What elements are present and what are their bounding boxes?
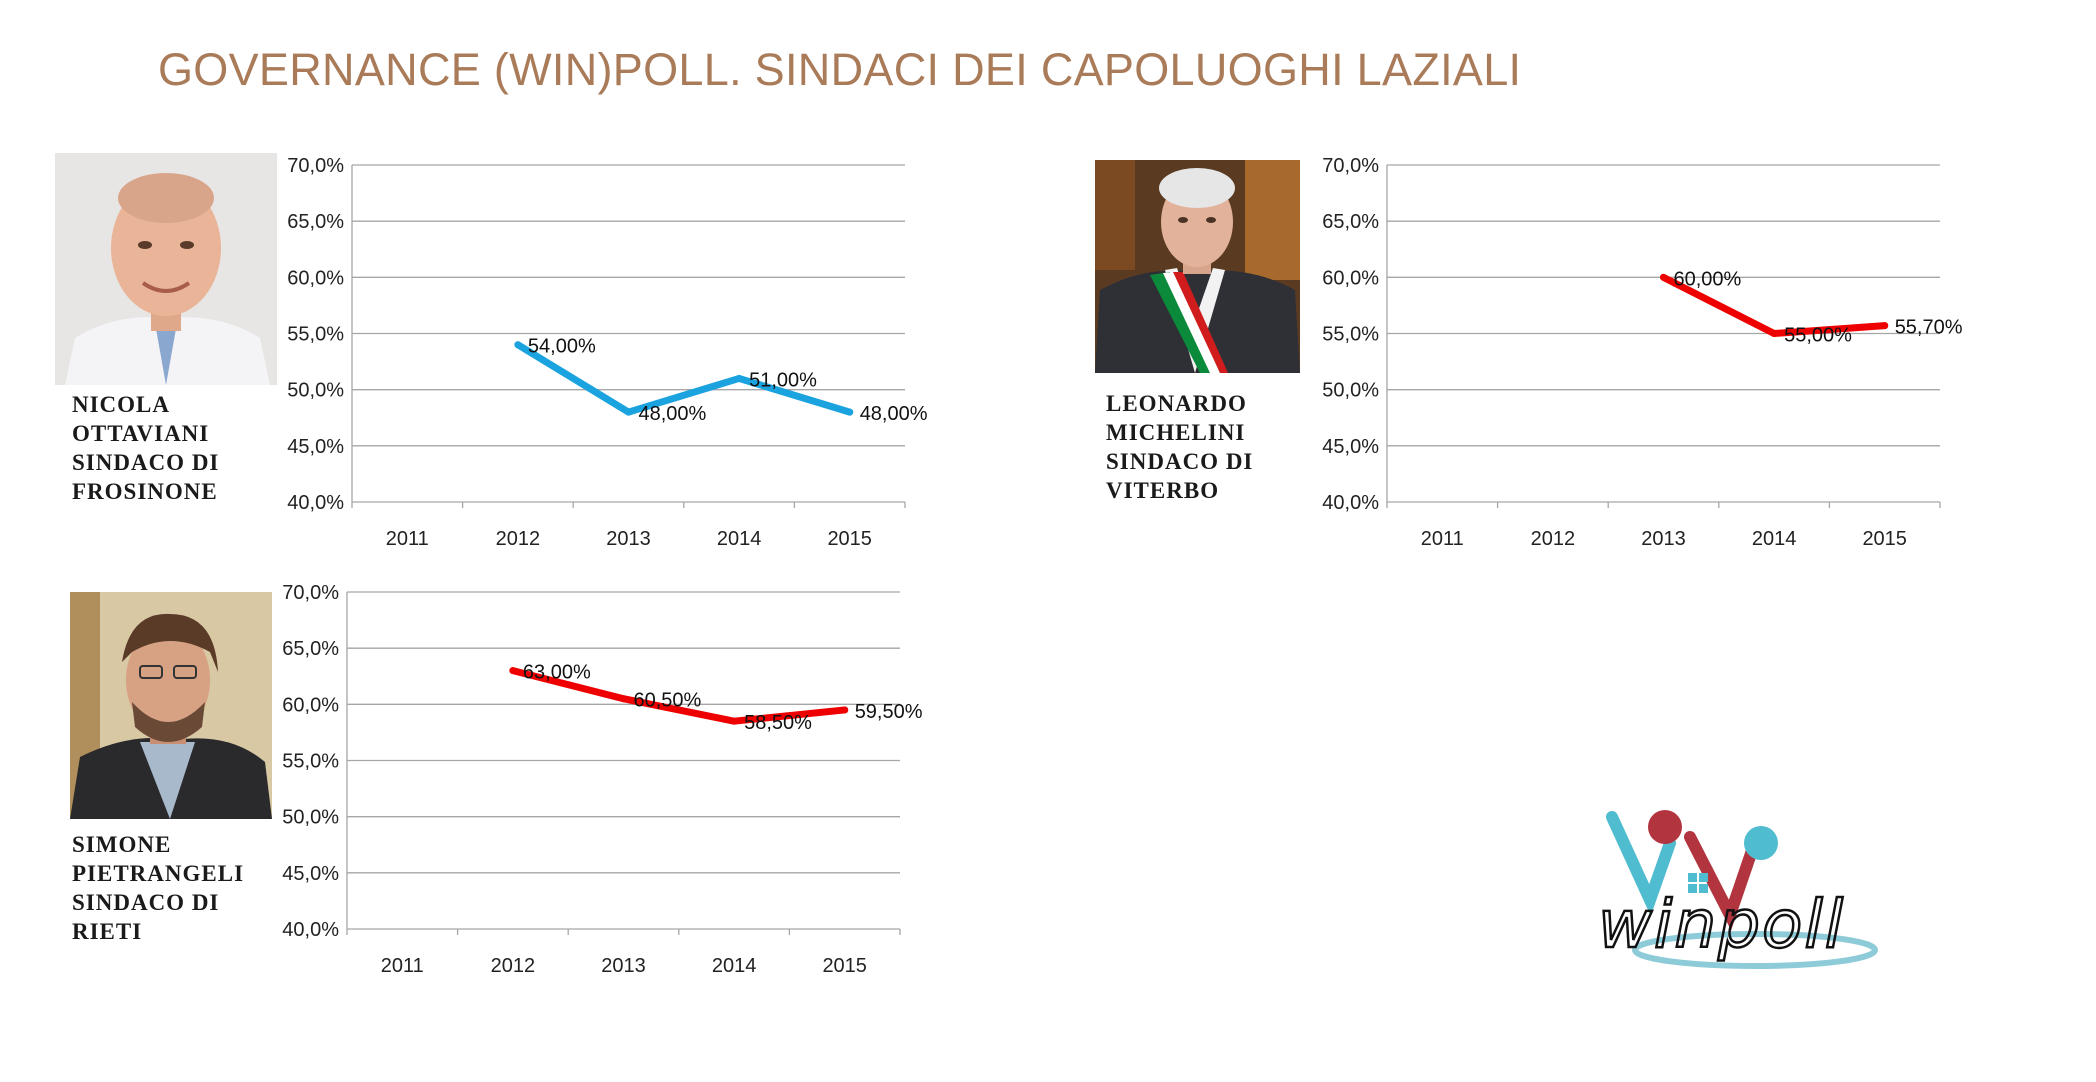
caption-line: SINDACO DI [72, 890, 220, 915]
data-point [1770, 330, 1778, 337]
chart-svg: 70,0% 65,0% 60,0% 55,0% 50,0% 45,0% 40,0% 2011 2… [282, 582, 923, 977]
x-tick-label: 2012 [496, 528, 541, 550]
mayor-photo-viterbo [1095, 160, 1300, 373]
data-point [841, 706, 849, 714]
data-point [735, 374, 743, 382]
y-tick-label: 70,0% [287, 155, 344, 177]
y-tick-label: 65,0% [287, 211, 344, 233]
x-tick-label: 2015 [1862, 528, 1907, 550]
caption-line: LEONARDO [1106, 391, 1247, 416]
caption-line: FROSINONE [72, 479, 218, 504]
y-tick-label: 45,0% [282, 863, 339, 885]
x-tick-label: 2012 [491, 955, 536, 977]
x-tick-label: 2012 [1531, 528, 1576, 550]
caption-line: MICHELINI [1106, 420, 1246, 445]
y-tick-label: 50,0% [287, 380, 344, 402]
mayor-caption-viterbo: LEONARDO MICHELINI SINDACO DI VITERBO [1106, 389, 1253, 505]
y-tick-label: 40,0% [282, 919, 339, 941]
y-tick-label: 60,0% [287, 267, 344, 289]
approval-chart-frosinone: 70,0% 65,0% 60,0% 55,0% 50,0% 45,0% 40,0% 2011 2… [270, 150, 930, 550]
data-point [514, 341, 522, 349]
data-point [509, 667, 517, 675]
y-tick-label: 60,0% [282, 694, 339, 716]
x-tick-label: 2015 [827, 528, 872, 550]
data-point [620, 695, 627, 703]
caption-line: SINDACO DI [1106, 449, 1254, 474]
data-point [846, 408, 854, 416]
y-tick-label: 65,0% [1322, 211, 1379, 233]
data-label: 58,50% [744, 712, 812, 734]
x-tick-label: 2011 [1421, 528, 1464, 550]
y-tick-label: 50,0% [1322, 380, 1379, 402]
chart-svg: 70,0% 65,0% 60,0% 55,0% 50,0% 45,0% 40,0% 2011 2… [1322, 155, 1963, 550]
x-tick-label: 2013 [1641, 528, 1686, 550]
x-tick-label: 2014 [717, 528, 762, 550]
caption-line: SINDACO DI [72, 450, 220, 475]
data-point [1881, 322, 1889, 330]
chart-svg: 70,0% 65,0% 60,0% 55,0% 50,0% 45,0% 40,0% 2011 2… [287, 155, 928, 550]
approval-chart-rieti: 70,0% 65,0% 60,0% 55,0% 50,0% 45,0% 40,0% 2011 2… [265, 577, 925, 977]
y-tick-label: 55,0% [1322, 324, 1379, 346]
x-tick-label: 2011 [386, 528, 429, 550]
data-label: 54,00% [528, 336, 596, 358]
x-tick-label: 2013 [606, 528, 651, 550]
y-tick-label: 50,0% [282, 807, 339, 829]
caption-line: VITERBO [1106, 478, 1220, 503]
logo-text: winpoll [1598, 886, 1845, 963]
y-tick-label: 70,0% [282, 582, 339, 604]
winpoll-logo: winpoll [1590, 805, 1890, 975]
x-tick-label: 2015 [822, 955, 867, 977]
x-tick-label: 2013 [601, 955, 646, 977]
mayor-photo-rieti [70, 592, 272, 819]
series-line [514, 341, 854, 416]
caption-line: RIETI [72, 919, 143, 944]
data-label: 60,50% [634, 690, 702, 712]
y-tick-label: 60,0% [1322, 267, 1379, 289]
y-tick-label: 45,0% [1322, 436, 1379, 458]
mayor-caption-rieti: SIMONE PIETRANGELI SINDACO DI RIETI [72, 830, 244, 946]
data-label: 59,50% [855, 701, 923, 723]
data-label: 63,00% [523, 662, 591, 684]
data-label: 60,00% [1674, 268, 1742, 290]
x-tick-label: 2011 [381, 955, 424, 977]
page-title: GOVERNANCE (WIN)POLL. SINDACI DEI CAPOLU… [158, 44, 1522, 95]
mayor-photo-frosinone [55, 153, 277, 385]
data-label: 48,00% [860, 403, 928, 425]
y-tick-label: 40,0% [287, 492, 344, 514]
caption-line: NICOLA [72, 392, 171, 417]
data-point [625, 408, 632, 416]
data-point [730, 717, 738, 725]
data-label: 51,00% [749, 369, 817, 391]
y-tick-label: 65,0% [282, 638, 339, 660]
series-line [509, 667, 849, 725]
data-label: 55,70% [1895, 317, 1963, 339]
y-tick-label: 70,0% [1322, 155, 1379, 177]
caption-line: OTTAVIANI [72, 421, 210, 446]
data-point [1660, 273, 1667, 281]
y-tick-label: 55,0% [287, 324, 344, 346]
x-tick-label: 2014 [712, 955, 757, 977]
x-tick-label: 2014 [1752, 528, 1797, 550]
data-label: 48,00% [639, 403, 707, 425]
y-tick-label: 55,0% [282, 751, 339, 773]
caption-line: SIMONE [72, 832, 172, 857]
data-label: 55,00% [1784, 325, 1852, 347]
y-tick-label: 40,0% [1322, 492, 1379, 514]
approval-chart-viterbo: 70,0% 65,0% 60,0% 55,0% 50,0% 45,0% 40,0% 2011 2… [1305, 150, 1965, 550]
y-tick-label: 45,0% [287, 436, 344, 458]
mayor-caption-frosinone: NICOLA OTTAVIANI SINDACO DI FROSINONE [72, 390, 219, 506]
caption-line: PIETRANGELI [72, 861, 245, 886]
